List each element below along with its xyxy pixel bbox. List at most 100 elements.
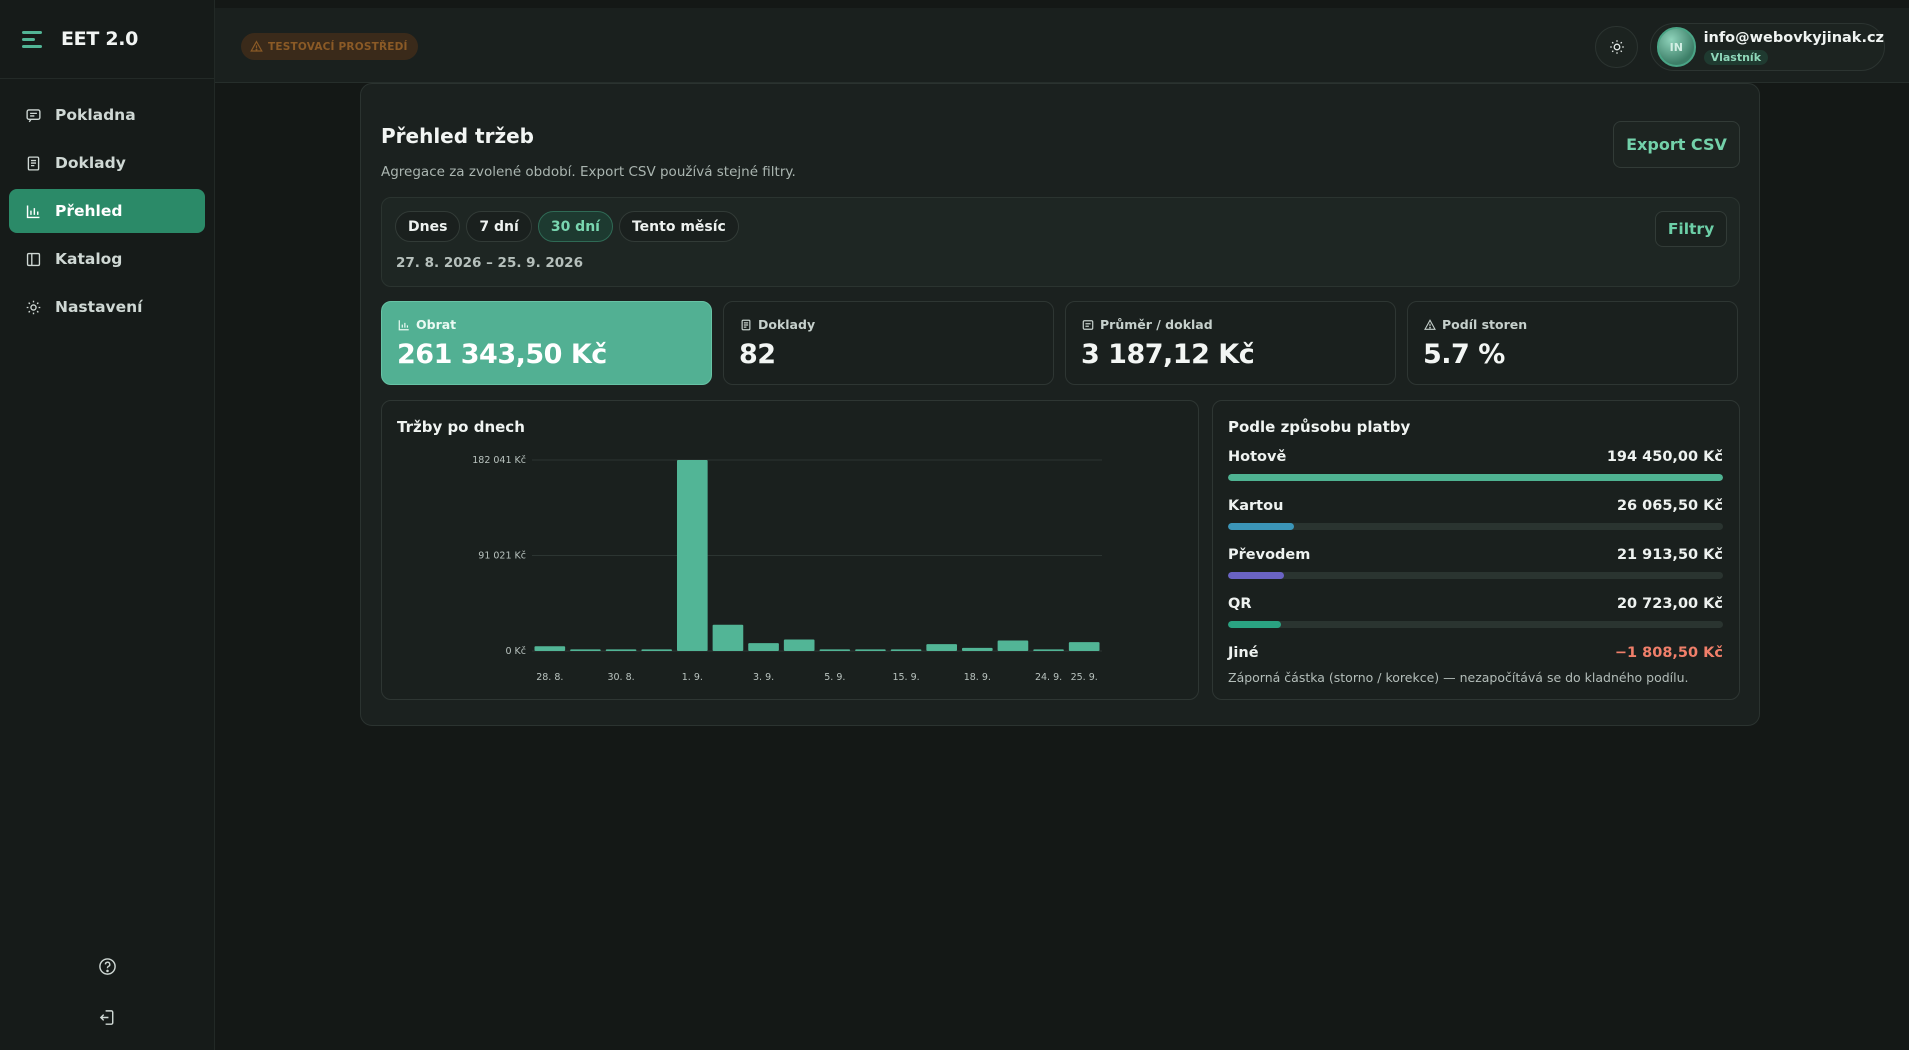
env-badge: TESTOVACÍ PROSTŘEDÍ xyxy=(241,33,418,60)
stat-card-obrat: Obrat 261 343,50 Kč xyxy=(381,301,712,385)
avatar: IN xyxy=(1657,27,1696,67)
payment-label: Převodem xyxy=(1228,547,1311,563)
chip-this-month[interactable]: Tento měsíc xyxy=(618,211,739,242)
payment-bar-track xyxy=(1228,572,1723,579)
chart-bar xyxy=(570,649,601,651)
sidebar-item-pokladna[interactable]: Pokladna xyxy=(9,93,205,137)
x-tick-label: 1. 9. xyxy=(682,672,703,683)
chip-today[interactable]: Dnes xyxy=(395,211,461,242)
chart-bar xyxy=(676,460,708,651)
chart-icon xyxy=(23,201,43,221)
payment-bar-track xyxy=(1228,621,1723,628)
payment-methods-panel: Podle způsobu platby Hotově 194 450,00 Kč… xyxy=(1212,400,1740,700)
chart-bar xyxy=(961,647,993,651)
document-icon xyxy=(23,153,43,173)
payment-value: 26 065,50 Kč xyxy=(1616,498,1723,514)
filter-panel: Dnes 7 dní 30 dní Tento měsíc 27. 8. 202… xyxy=(381,197,1740,287)
chart-title: Tržby po dnech xyxy=(397,418,525,436)
stat-value: 5.7 % xyxy=(1423,339,1505,370)
chart-bar xyxy=(534,646,566,651)
chart-icon xyxy=(398,319,409,330)
theme-toggle-button[interactable] xyxy=(1595,26,1638,68)
help-button[interactable] xyxy=(0,957,215,976)
payment-row-other: Jiné −1 808,50 Kč xyxy=(1228,645,1723,661)
page-subtitle: Agregace za zvolené období. Export CSV p… xyxy=(381,164,796,180)
user-role-badge: Vlastník xyxy=(1703,49,1769,65)
chip-30-days[interactable]: 30 dní xyxy=(537,211,613,242)
logout-icon xyxy=(99,1010,114,1025)
stat-card-doklady: Doklady 82 xyxy=(723,301,1054,385)
chart-bar xyxy=(712,624,744,651)
x-tick-label: 25. 9. xyxy=(1071,672,1098,683)
stat-label: Průměr / doklad xyxy=(1100,317,1213,332)
x-tick-label: 5. 9. xyxy=(824,672,845,683)
y-tick-label: 182 041 Kč xyxy=(472,455,526,466)
payment-label: Jiné xyxy=(1228,645,1259,661)
topbar: TESTOVACÍ PROSTŘEDÍ IN info@webovkyjinak… xyxy=(215,8,1909,83)
chart-bar xyxy=(926,644,958,651)
sidebar: EET 2.0 Pokladna Doklady Přehled Katalog xyxy=(0,0,215,1050)
payment-bar-track xyxy=(1228,523,1723,530)
user-email: info@webovkyjinak.cz xyxy=(1703,29,1884,46)
y-tick-label: 91 021 Kč xyxy=(478,550,526,561)
book-icon xyxy=(23,249,43,269)
sidebar-item-label: Katalog xyxy=(55,250,123,268)
warning-icon xyxy=(1424,318,1436,330)
warning-icon xyxy=(250,40,263,52)
sidebar-nav: Pokladna Doklady Přehled Katalog Nastave… xyxy=(0,79,214,329)
y-tick-label: 0 Kč xyxy=(505,646,526,657)
stat-card-storna: Podíl storen 5.7 % xyxy=(1407,301,1738,385)
chip-7-days[interactable]: 7 dní xyxy=(466,211,532,242)
date-range: 27. 8. 2026 – 25. 9. 2026 xyxy=(396,255,583,271)
document-icon xyxy=(741,319,751,330)
stat-value: 261 343,50 Kč xyxy=(397,339,607,370)
daily-revenue-panel: Tržby po dnech 0 Kč 91 021 Kč 182 041 Kč 28… xyxy=(381,400,1199,700)
sidebar-item-label: Doklady xyxy=(55,154,126,172)
payment-label: Kartou xyxy=(1228,498,1284,514)
payment-bar xyxy=(1228,523,1295,530)
payment-label: QR xyxy=(1228,596,1252,612)
page-title: Přehled tržeb xyxy=(381,124,534,148)
payment-value: 20 723,00 Kč xyxy=(1616,596,1723,612)
stat-value: 82 xyxy=(739,339,776,370)
sidebar-item-prehled[interactable]: Přehled xyxy=(9,189,205,233)
stat-value: 3 187,12 Kč xyxy=(1081,339,1255,370)
stat-label: Obrat xyxy=(416,317,457,332)
period-chips: Dnes 7 dní 30 dní Tento měsíc xyxy=(395,211,745,242)
stat-card-prumer: Průměr / doklad 3 187,12 Kč xyxy=(1065,301,1396,385)
chart-bar xyxy=(1068,642,1100,651)
payment-row-transfer: Převodem 21 913,50 Kč xyxy=(1228,547,1723,579)
payment-row-card: Kartou 26 065,50 Kč xyxy=(1228,498,1723,530)
payment-bar-track xyxy=(1228,474,1723,481)
x-tick-label: 24. 9. xyxy=(1035,672,1062,683)
brand: EET 2.0 xyxy=(0,0,214,79)
x-tick-label: 28. 8. xyxy=(536,672,563,683)
chart-bar xyxy=(855,649,886,651)
gear-icon xyxy=(23,297,43,317)
payment-bar xyxy=(1228,621,1281,628)
logout-button[interactable] xyxy=(0,1008,215,1027)
sidebar-item-doklady[interactable]: Doklady xyxy=(9,141,205,185)
payment-row-qr: QR 20 723,00 Kč xyxy=(1228,596,1723,628)
payment-value: 21 913,50 Kč xyxy=(1616,547,1723,563)
sidebar-item-katalog[interactable]: Katalog xyxy=(9,237,205,281)
sidebar-item-label: Přehled xyxy=(55,202,123,220)
stat-label: Podíl storen xyxy=(1442,317,1528,332)
app-title: EET 2.0 xyxy=(61,28,139,50)
payment-value: 194 450,00 Kč xyxy=(1606,449,1723,465)
export-csv-button[interactable]: Export CSV xyxy=(1613,121,1740,168)
receipt-icon xyxy=(23,105,43,125)
payment-value: −1 808,50 Kč xyxy=(1614,645,1723,661)
filters-button[interactable]: Filtry xyxy=(1655,211,1727,247)
chart-bar xyxy=(783,639,815,651)
payment-row-cash: Hotově 194 450,00 Kč xyxy=(1228,449,1723,481)
x-tick-label: 18. 9. xyxy=(964,672,991,683)
sidebar-item-nastaveni[interactable]: Nastavení xyxy=(9,285,205,329)
help-icon xyxy=(99,958,116,975)
chart-bar xyxy=(605,649,637,651)
user-menu[interactable]: IN info@webovkyjinak.cz Vlastník xyxy=(1650,23,1885,71)
menu-icon[interactable] xyxy=(22,30,42,48)
payments-note: Záporná částka (storno / korekce) — neza… xyxy=(1228,670,1689,685)
chart-bar xyxy=(819,649,851,651)
chart-bar xyxy=(890,649,922,651)
